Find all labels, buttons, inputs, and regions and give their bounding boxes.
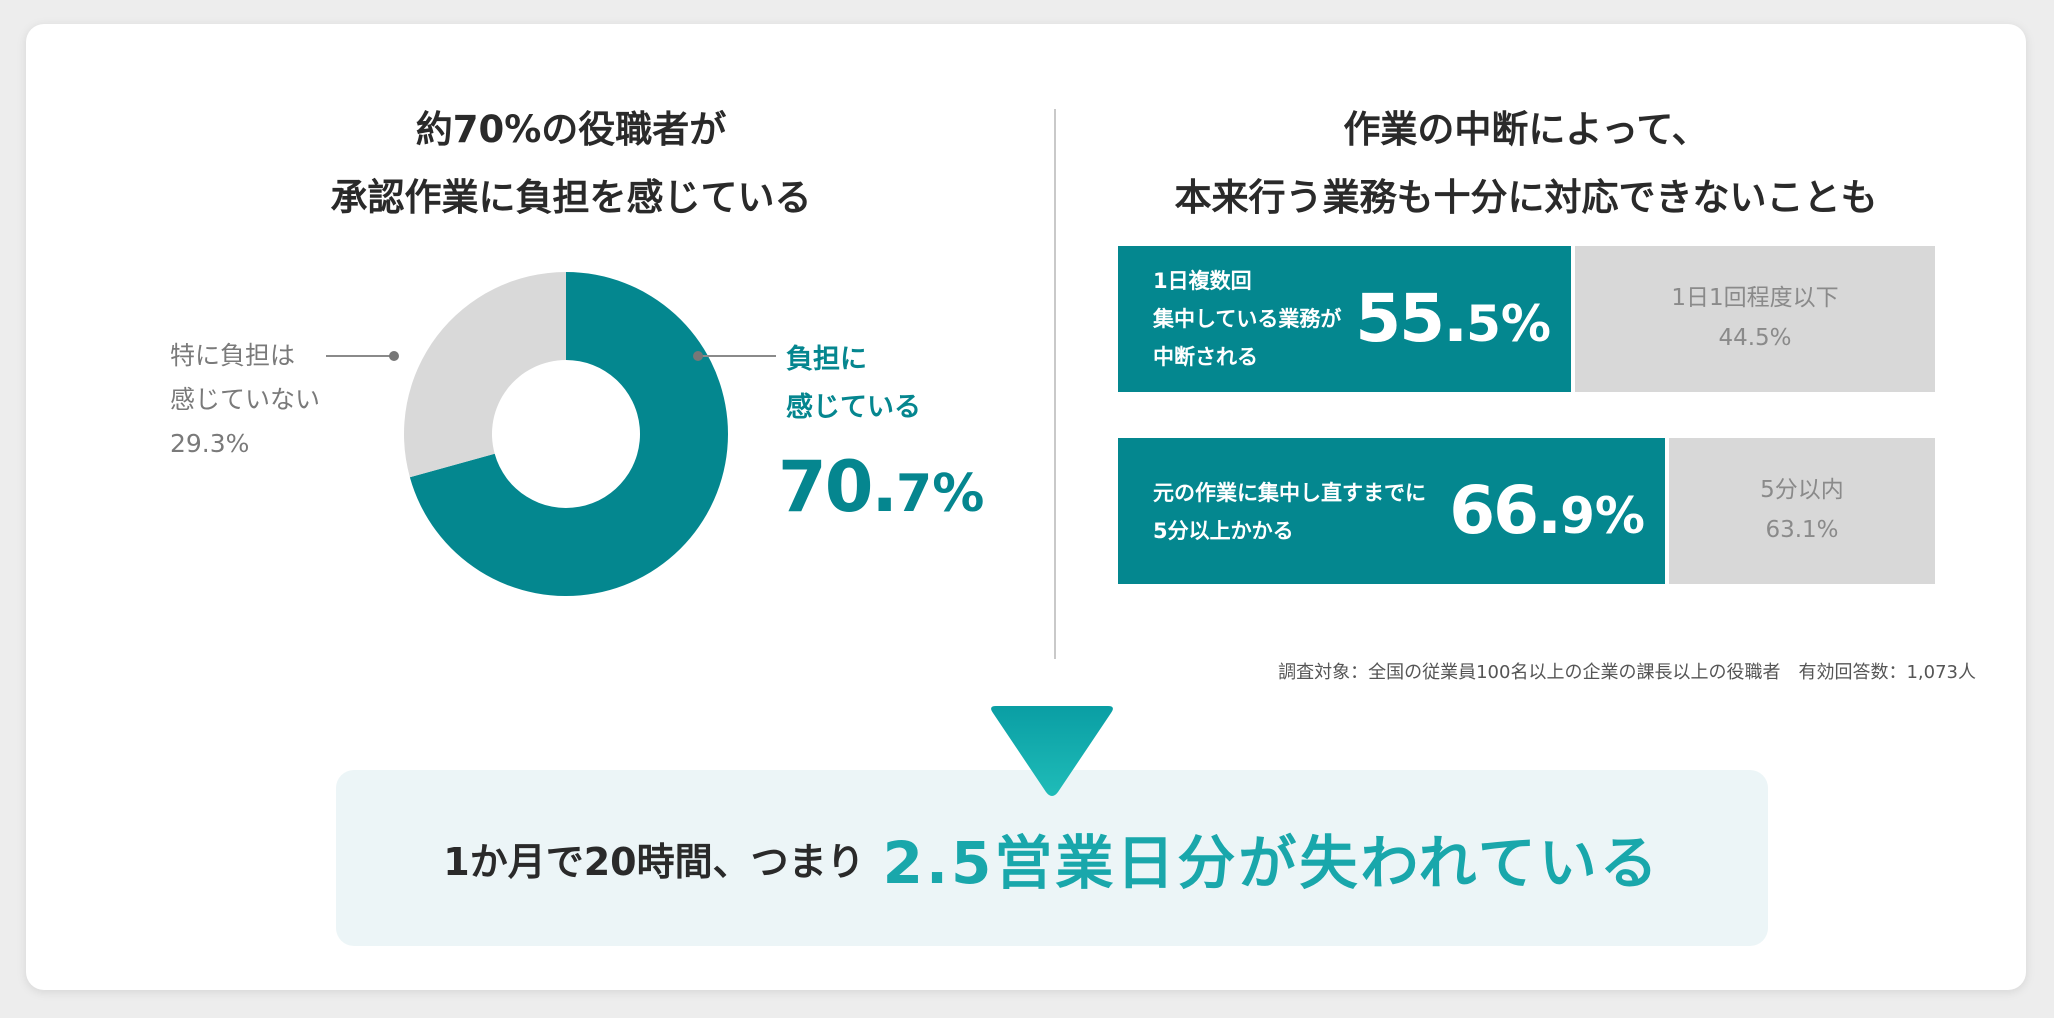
left-title: 約70%の役職者が 承認作業に負担を感じている bbox=[226, 96, 916, 232]
bar-interruptions-desc: 1日複数回 集中している業務が 中断される bbox=[1153, 262, 1341, 376]
burden-label-line1: 負担に bbox=[786, 344, 867, 375]
survey-footnote: 調査対象：全国の従業員100名以上の企業の課長以上の役職者 有効回答数：1,07… bbox=[1278, 662, 1976, 683]
bar-interruptions-pct-rest: 5% bbox=[1466, 295, 1551, 353]
donut-chart bbox=[396, 264, 736, 604]
bar-interruptions: 1日複数回 集中している業務が 中断される 55.5% 1日1回程度以下 44.… bbox=[1118, 246, 1935, 392]
bar-interruptions-pct: 55.5% bbox=[1355, 286, 1551, 352]
bar-refocus-time: 元の作業に集中し直すまでに 5分以上かかる 66.9% 5分以内 63.1% bbox=[1118, 438, 1935, 584]
noburden-pct: 29.3% bbox=[170, 429, 250, 458]
infographic-card: 約70%の役職者が 承認作業に負担を感じている 作業の中断によって、 本来行う業… bbox=[26, 24, 2026, 990]
bar-interruptions-desc-line3: 中断される bbox=[1153, 345, 1258, 369]
left-title-line2: 承認作業に負担を感じている bbox=[330, 176, 812, 219]
burden-callout: 負担に 感じている bbox=[786, 336, 921, 432]
bar-refocus-segment-b-text: 5分以内 63.1% bbox=[1669, 470, 1935, 550]
donut-slice-burden bbox=[409, 272, 728, 596]
noburden-label-line2: 感じていない bbox=[170, 385, 321, 414]
bar-interruptions-pct-num: 55. bbox=[1355, 280, 1468, 357]
left-title-line1: 約70%の役職者が bbox=[415, 108, 727, 151]
burden-pct-rest: 7% bbox=[896, 464, 985, 524]
bar-refocus-pct: 66.9% bbox=[1449, 478, 1645, 544]
bar-interruptions-segment-b: 1日1回程度以下 44.5% bbox=[1575, 246, 1935, 392]
conclusion-prefix: 1か月で20時間、つまり bbox=[443, 839, 865, 884]
bar-refocus-segment-a: 元の作業に集中し直すまでに 5分以上かかる 66.9% bbox=[1118, 438, 1665, 584]
conclusion-highlight: 2.5営業日分が失われている bbox=[882, 829, 1661, 897]
right-title-line2: 本来行う業務も十分に対応できないことも bbox=[1174, 176, 1878, 219]
bar-interruptions-segment-b-text: 1日1回程度以下 44.5% bbox=[1575, 278, 1935, 358]
burden-pct-num: 70. bbox=[778, 446, 898, 528]
donut-slice-noburden bbox=[404, 272, 566, 478]
donut-svg bbox=[404, 272, 728, 596]
bar-interruptions-desc-line2: 集中している業務が bbox=[1153, 307, 1342, 331]
burden-label-line2: 感じている bbox=[786, 392, 921, 423]
conclusion-box: 1か月で20時間、つまり 2.5営業日分が失われている bbox=[336, 770, 1768, 946]
bar-refocus-desc-line2: 5分以上かかる bbox=[1153, 519, 1294, 543]
down-triangle-icon bbox=[991, 706, 1113, 796]
bar-refocus-pct-num: 66. bbox=[1449, 472, 1562, 549]
bar-interruptions-desc-line1: 1日複数回 bbox=[1153, 269, 1252, 293]
bar-refocus-pct-rest: 9% bbox=[1560, 487, 1645, 545]
right-title: 作業の中断によって、 本来行う業務も十分に対応できないことも bbox=[1106, 96, 1946, 232]
bar-interruptions-segment-a: 1日複数回 集中している業務が 中断される 55.5% bbox=[1118, 246, 1571, 392]
noburden-callout: 特に負担は 感じていない 29.3% bbox=[170, 334, 320, 466]
bar-interruptions-segment-b-label: 1日1回程度以下 bbox=[1671, 285, 1839, 311]
burden-pct: 70.7% bbox=[778, 452, 984, 522]
panel-divider bbox=[1054, 109, 1056, 659]
bar-refocus-desc-line1: 元の作業に集中し直すまでに bbox=[1153, 481, 1426, 505]
bar-refocus-segment-b: 5分以内 63.1% bbox=[1669, 438, 1935, 584]
bar-refocus-segment-b-pct: 63.1% bbox=[1765, 517, 1839, 543]
bar-refocus-segment-b-label: 5分以内 bbox=[1760, 477, 1844, 503]
noburden-label-line1: 特に負担は bbox=[170, 341, 296, 370]
bar-interruptions-segment-b-pct: 44.5% bbox=[1718, 325, 1792, 351]
bar-refocus-desc: 元の作業に集中し直すまでに 5分以上かかる bbox=[1153, 474, 1426, 550]
conclusion-text: 1か月で20時間、つまり 2.5営業日分が失われている bbox=[336, 770, 1768, 946]
right-title-line1: 作業の中断によって、 bbox=[1343, 108, 1709, 151]
